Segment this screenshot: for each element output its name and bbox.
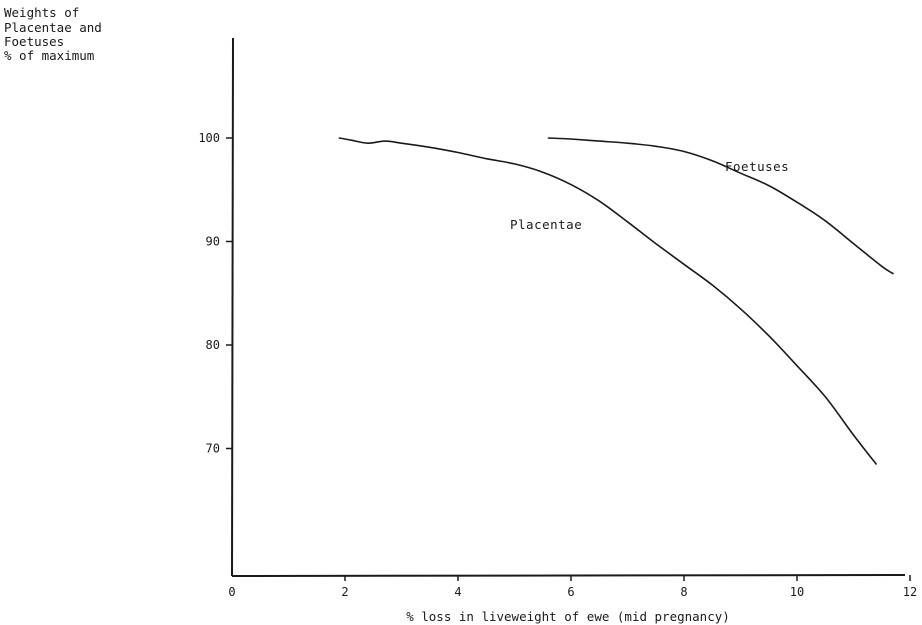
y-axis-line — [231, 37, 234, 577]
y-tick-label: 90 — [206, 235, 220, 249]
y-axis-title-line-1: Weights of — [4, 5, 79, 20]
x-tick-label: 0 — [228, 585, 235, 599]
y-axis-title-line-4: % of maximum — [4, 48, 94, 63]
x-tick-label: 4 — [454, 585, 461, 599]
x-tick-label: 2 — [341, 585, 348, 599]
series-label-placentae: Placentae — [510, 217, 582, 232]
series-line-foetuses — [547, 137, 894, 275]
y-tick-label: 80 — [206, 338, 220, 352]
series-line-placentae — [338, 137, 877, 465]
series-layer — [338, 137, 894, 465]
y-tick-label: 70 — [206, 442, 220, 456]
axis-ticks — [226, 137, 911, 581]
x-axis-line — [231, 574, 906, 577]
x-tick-label: 8 — [680, 585, 687, 599]
y-axis-title-line-3: Foetuses — [4, 34, 64, 49]
series-label-foetuses: Foetuses — [725, 159, 789, 174]
x-axis-title: % loss in liveweight of ewe (mid pregnan… — [406, 609, 730, 624]
tick-labels: 0 2 4 6 8 10 12 70 80 90 100 — [198, 131, 917, 599]
y-tick-label: 100 — [198, 131, 220, 145]
y-axis-title-line-2: Placentae and — [4, 20, 102, 35]
y-axis-title: Weights of Placentae and Foetuses % of m… — [4, 5, 102, 63]
x-tick-label: 12 — [903, 585, 917, 599]
x-tick-label: 10 — [790, 585, 804, 599]
x-tick-label: 6 — [567, 585, 574, 599]
